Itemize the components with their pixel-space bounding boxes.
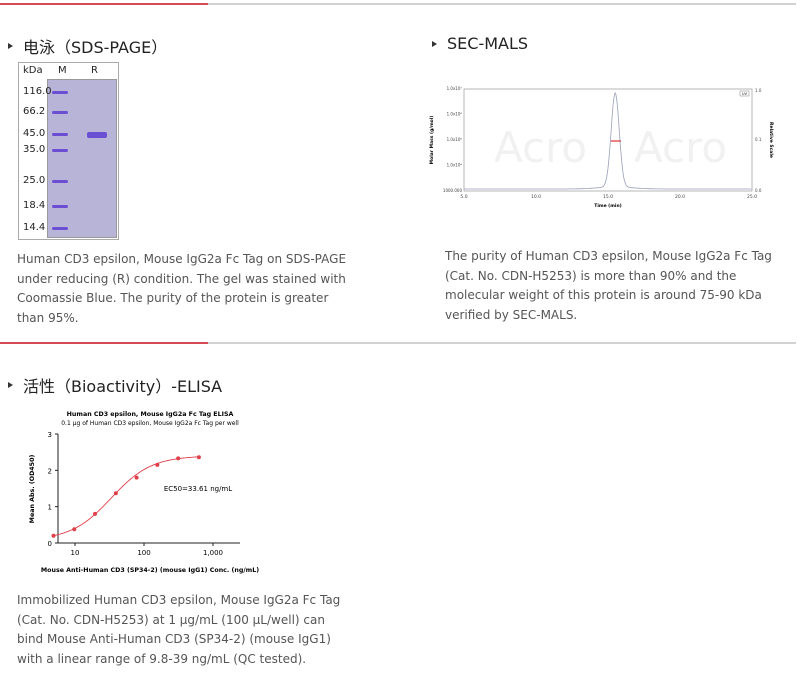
elisa-title: 活性（Bioactivity）-ELISA — [23, 377, 223, 396]
marker-label: 116.0 — [23, 86, 52, 97]
x-tick-label: 1,000 — [203, 549, 223, 557]
data-point — [93, 511, 98, 516]
section-divider — [0, 342, 796, 344]
sds-title: 电泳（SDS-PAGE） — [23, 38, 168, 57]
y-tick-label: 1 — [48, 504, 52, 512]
top-divider — [0, 3, 796, 5]
y-tick-label: 2 — [48, 467, 52, 475]
marker-band — [52, 227, 68, 230]
marker-band — [52, 111, 68, 114]
x-tick-label: 10.0 — [531, 194, 541, 200]
lane-label: R — [91, 65, 98, 76]
marker-band — [52, 91, 68, 94]
y-axis-label: Mean Abs. (OD450) — [29, 455, 36, 524]
marker-band — [52, 180, 68, 183]
legend-box — [739, 90, 750, 97]
data-point — [134, 475, 139, 480]
x-tick-label: 20.0 — [675, 194, 685, 200]
sample-band — [87, 132, 107, 138]
ec50-annotation: EC50=33.61 ng/mL — [164, 485, 232, 493]
lane-label: M — [58, 65, 67, 76]
data-point — [196, 455, 201, 460]
y-tick-label: 0 — [48, 540, 52, 548]
y2-axis-label: Relative Scale — [768, 122, 774, 158]
data-point — [113, 491, 118, 496]
x-tick-label: 100 — [137, 549, 150, 557]
x-axis-label: Time (min) — [594, 203, 621, 209]
gel-unit: kDa — [23, 65, 43, 76]
uv-trace — [464, 92, 752, 190]
y2-tick-label: 0.0 — [755, 188, 762, 193]
y2-tick-label: 1.0 — [755, 88, 762, 93]
sec-heading: SEC-MALS — [432, 34, 528, 53]
watermark: Acro — [494, 123, 587, 172]
chart-subtitle: 0.1 μg of Human CD3 epsilon, Mouse IgG2a… — [61, 420, 239, 427]
fit-curve — [53, 456, 199, 537]
y-tick-label: 1.0x10⁶ — [447, 112, 463, 117]
marker-band — [52, 205, 68, 208]
marker-label: 35.0 — [23, 144, 46, 155]
y-tick-label: 1.0x10⁴ — [447, 163, 463, 168]
x-tick-label: 5.0 — [460, 194, 467, 200]
data-point — [51, 533, 56, 538]
sds-gel-image: kDa M R 116.0 66.2 45.0 35.0 25.0 18.4 14.4 — [18, 62, 119, 240]
sds-description: Human CD3 epsilon, Mouse IgG2a Fc Tag on… — [17, 252, 347, 325]
y-tick-label: 1.0x10⁵ — [447, 137, 463, 142]
x-tick-label: 15.0 — [603, 194, 613, 200]
bullet-icon — [8, 43, 13, 49]
marker-band — [52, 149, 68, 152]
elisa-heading: 活性（Bioactivity）-ELISA — [8, 373, 222, 397]
bullet-icon — [432, 40, 437, 47]
marker-label: 66.2 — [23, 106, 46, 117]
chart-title: Human CD3 epsilon, Mouse IgG2a Fc Tag EL… — [67, 411, 234, 418]
y2-tick-label: 0.1 — [755, 137, 762, 142]
legend-label: UV — [742, 92, 748, 96]
data-point — [155, 462, 160, 467]
data-point — [176, 456, 181, 461]
sec-mals-chart: Acro Acro 5.0 10.0 15.0 20.0 25.0 1000.000 1.0x1… — [429, 86, 774, 209]
marker-band — [52, 133, 68, 136]
marker-label: 18.4 — [23, 200, 46, 211]
data-point — [72, 527, 77, 532]
y-tick-label: 3 — [48, 431, 52, 439]
elisa-description: Immobilized Human CD3 epsilon, Mouse IgG… — [17, 593, 341, 666]
y-tick-label: 1000.000 — [443, 188, 463, 193]
watermark: Acro — [634, 123, 727, 172]
x-axis-label: Mouse Anti-Human CD3 (SP34-2) (mouse IgG… — [41, 567, 259, 574]
y-tick-label: 1.0x10⁷ — [447, 86, 463, 91]
x-tick-label: 25.0 — [747, 194, 757, 200]
bullet-icon — [8, 382, 13, 388]
sec-description: The purity of Human CD3 epsilon, Mouse I… — [445, 249, 772, 322]
sds-heading: 电泳（SDS-PAGE） — [8, 34, 167, 58]
sec-title: SEC-MALS — [447, 34, 529, 53]
marker-label: 14.4 — [23, 222, 46, 233]
x-tick-label: 10 — [71, 549, 80, 557]
marker-label: 25.0 — [23, 175, 46, 186]
marker-label: 45.0 — [23, 128, 46, 139]
plot-frame — [463, 88, 753, 192]
elisa-chart: Human CD3 epsilon, Mouse IgG2a Fc Tag EL… — [29, 411, 259, 574]
y-axis-label: Molar Mass (g/mol) — [429, 116, 435, 165]
gel-lanes — [47, 79, 117, 238]
